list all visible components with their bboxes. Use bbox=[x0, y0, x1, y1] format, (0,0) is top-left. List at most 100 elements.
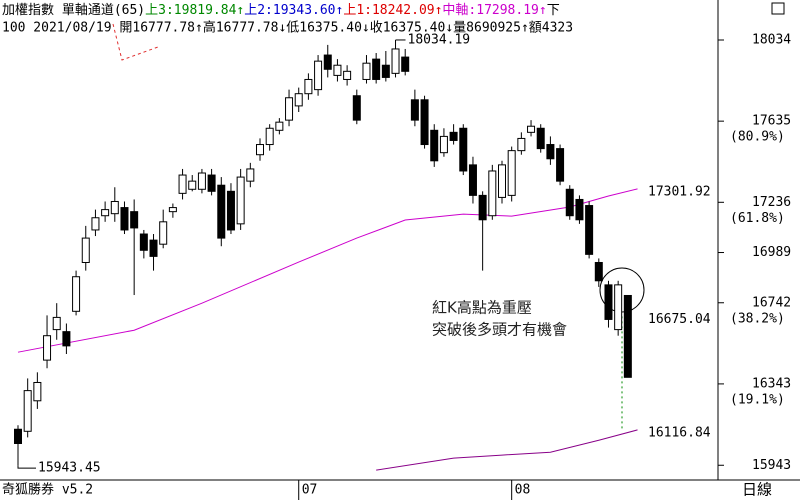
candle-body bbox=[343, 70, 352, 80]
candle-body bbox=[246, 168, 255, 182]
candle-body bbox=[488, 170, 497, 217]
candle-body bbox=[178, 174, 187, 194]
candle-body bbox=[614, 284, 623, 331]
candle-body bbox=[401, 56, 410, 72]
candle-body bbox=[130, 211, 139, 229]
y-tick-label: 16343 bbox=[752, 376, 791, 391]
candle-body bbox=[517, 137, 526, 152]
low-label: 15943.45 bbox=[38, 461, 101, 476]
candle-body bbox=[139, 233, 148, 251]
fib-label: (19.1%) bbox=[730, 392, 785, 407]
y-tick-label: 16742 bbox=[752, 295, 791, 310]
candle-body bbox=[275, 121, 284, 131]
fib-label: (80.9%) bbox=[730, 130, 785, 145]
candle-body bbox=[362, 62, 371, 80]
candle-body bbox=[449, 131, 458, 141]
candle-body bbox=[33, 381, 42, 402]
candle-body bbox=[120, 207, 129, 231]
candle-body bbox=[430, 129, 439, 162]
header-item: 加權指數 單軸通道(65) bbox=[2, 3, 145, 18]
channel-line bbox=[376, 429, 638, 471]
candle-body bbox=[217, 184, 226, 239]
x-tick-label: 08 bbox=[515, 483, 531, 498]
candle-body bbox=[62, 331, 71, 347]
candle-body bbox=[507, 150, 516, 196]
candle-body bbox=[623, 294, 632, 378]
candle-body bbox=[52, 316, 61, 331]
candle-body bbox=[294, 93, 303, 107]
candle-body bbox=[536, 127, 545, 150]
candle-body bbox=[226, 190, 235, 231]
candle-body bbox=[197, 172, 206, 190]
header-item: 下 bbox=[547, 3, 560, 18]
candle-body bbox=[604, 284, 613, 320]
y-tick-label: 17635 bbox=[752, 114, 791, 129]
candle-body bbox=[168, 207, 177, 213]
candle-body bbox=[265, 127, 274, 146]
candle-body bbox=[527, 125, 536, 133]
candle-body bbox=[43, 335, 52, 361]
header-item: 中軸:17298.19↑ bbox=[442, 3, 546, 18]
candle-body bbox=[159, 221, 168, 245]
candle-body bbox=[372, 58, 381, 80]
candle-body bbox=[236, 176, 245, 225]
candle-body bbox=[91, 217, 100, 231]
candle-body bbox=[314, 60, 323, 91]
candle-body bbox=[498, 164, 506, 198]
leader-line bbox=[17, 465, 36, 469]
candle-body bbox=[352, 95, 361, 121]
candle-body bbox=[575, 198, 584, 221]
candle-body bbox=[149, 239, 158, 257]
candle-body bbox=[304, 78, 313, 95]
plot: 17301.92 16675.04 16116.84 bbox=[14, 39, 711, 471]
candle-body bbox=[81, 237, 90, 263]
footer-left: 奇狐勝券 v5.2 bbox=[2, 482, 93, 498]
candle-body bbox=[439, 135, 448, 154]
y-tick-label: 17236 bbox=[752, 195, 791, 210]
candle-body bbox=[381, 64, 390, 78]
candle-body bbox=[188, 180, 197, 190]
candle-body bbox=[594, 261, 603, 282]
candle-body bbox=[285, 97, 294, 121]
header-item: 上1:18242.09↑ bbox=[343, 3, 442, 18]
window-button[interactable] bbox=[771, 2, 785, 15]
candle-body bbox=[110, 200, 119, 215]
x-tick-label: 07 bbox=[302, 483, 318, 498]
level-label: 17301.92 bbox=[648, 184, 711, 199]
footer-right: 日線 bbox=[742, 481, 772, 499]
candle-body bbox=[459, 127, 468, 172]
header-item: 上2:19343.60↑ bbox=[244, 3, 343, 18]
level-label: 16116.84 bbox=[648, 425, 711, 440]
candle-body bbox=[468, 164, 477, 196]
fib-label: (38.2%) bbox=[730, 311, 785, 326]
y-tick-label: 18034 bbox=[752, 33, 791, 48]
candle-body bbox=[323, 54, 332, 70]
candle-body bbox=[565, 188, 574, 217]
annotation: 突破後多頭才有機會 bbox=[432, 321, 567, 339]
candle-body bbox=[23, 390, 32, 432]
candle-body bbox=[556, 148, 565, 182]
level-label: 16675.04 bbox=[648, 312, 711, 327]
high-label: 18034.19 bbox=[408, 32, 471, 47]
fib-label: (61.8%) bbox=[730, 211, 785, 226]
candle-body bbox=[333, 64, 342, 76]
candle-body bbox=[72, 276, 81, 312]
y-tick-label: 15943 bbox=[752, 458, 791, 473]
drawn-line bbox=[112, 23, 159, 61]
y-tick-label: 16989 bbox=[752, 245, 791, 260]
candle-body bbox=[585, 205, 594, 255]
candle-body bbox=[391, 48, 400, 74]
candle-body bbox=[420, 99, 429, 146]
candle-body bbox=[546, 144, 555, 160]
candle-body bbox=[14, 428, 22, 444]
header-item: 上3:19819.84↑ bbox=[145, 3, 244, 18]
annotation: 紅K高點為重壓 bbox=[432, 299, 532, 317]
candle-body bbox=[410, 99, 419, 121]
header-line1: 加權指數 單軸通道(65)上3:19819.84↑上2:19343.60↑上1:… bbox=[2, 3, 560, 18]
header-line2: 100 2021/08/19 開16777.78↑高16777.78↓低1637… bbox=[2, 20, 573, 36]
candle-body bbox=[256, 144, 264, 156]
candle-body bbox=[101, 209, 110, 217]
candle-body bbox=[207, 174, 216, 192]
